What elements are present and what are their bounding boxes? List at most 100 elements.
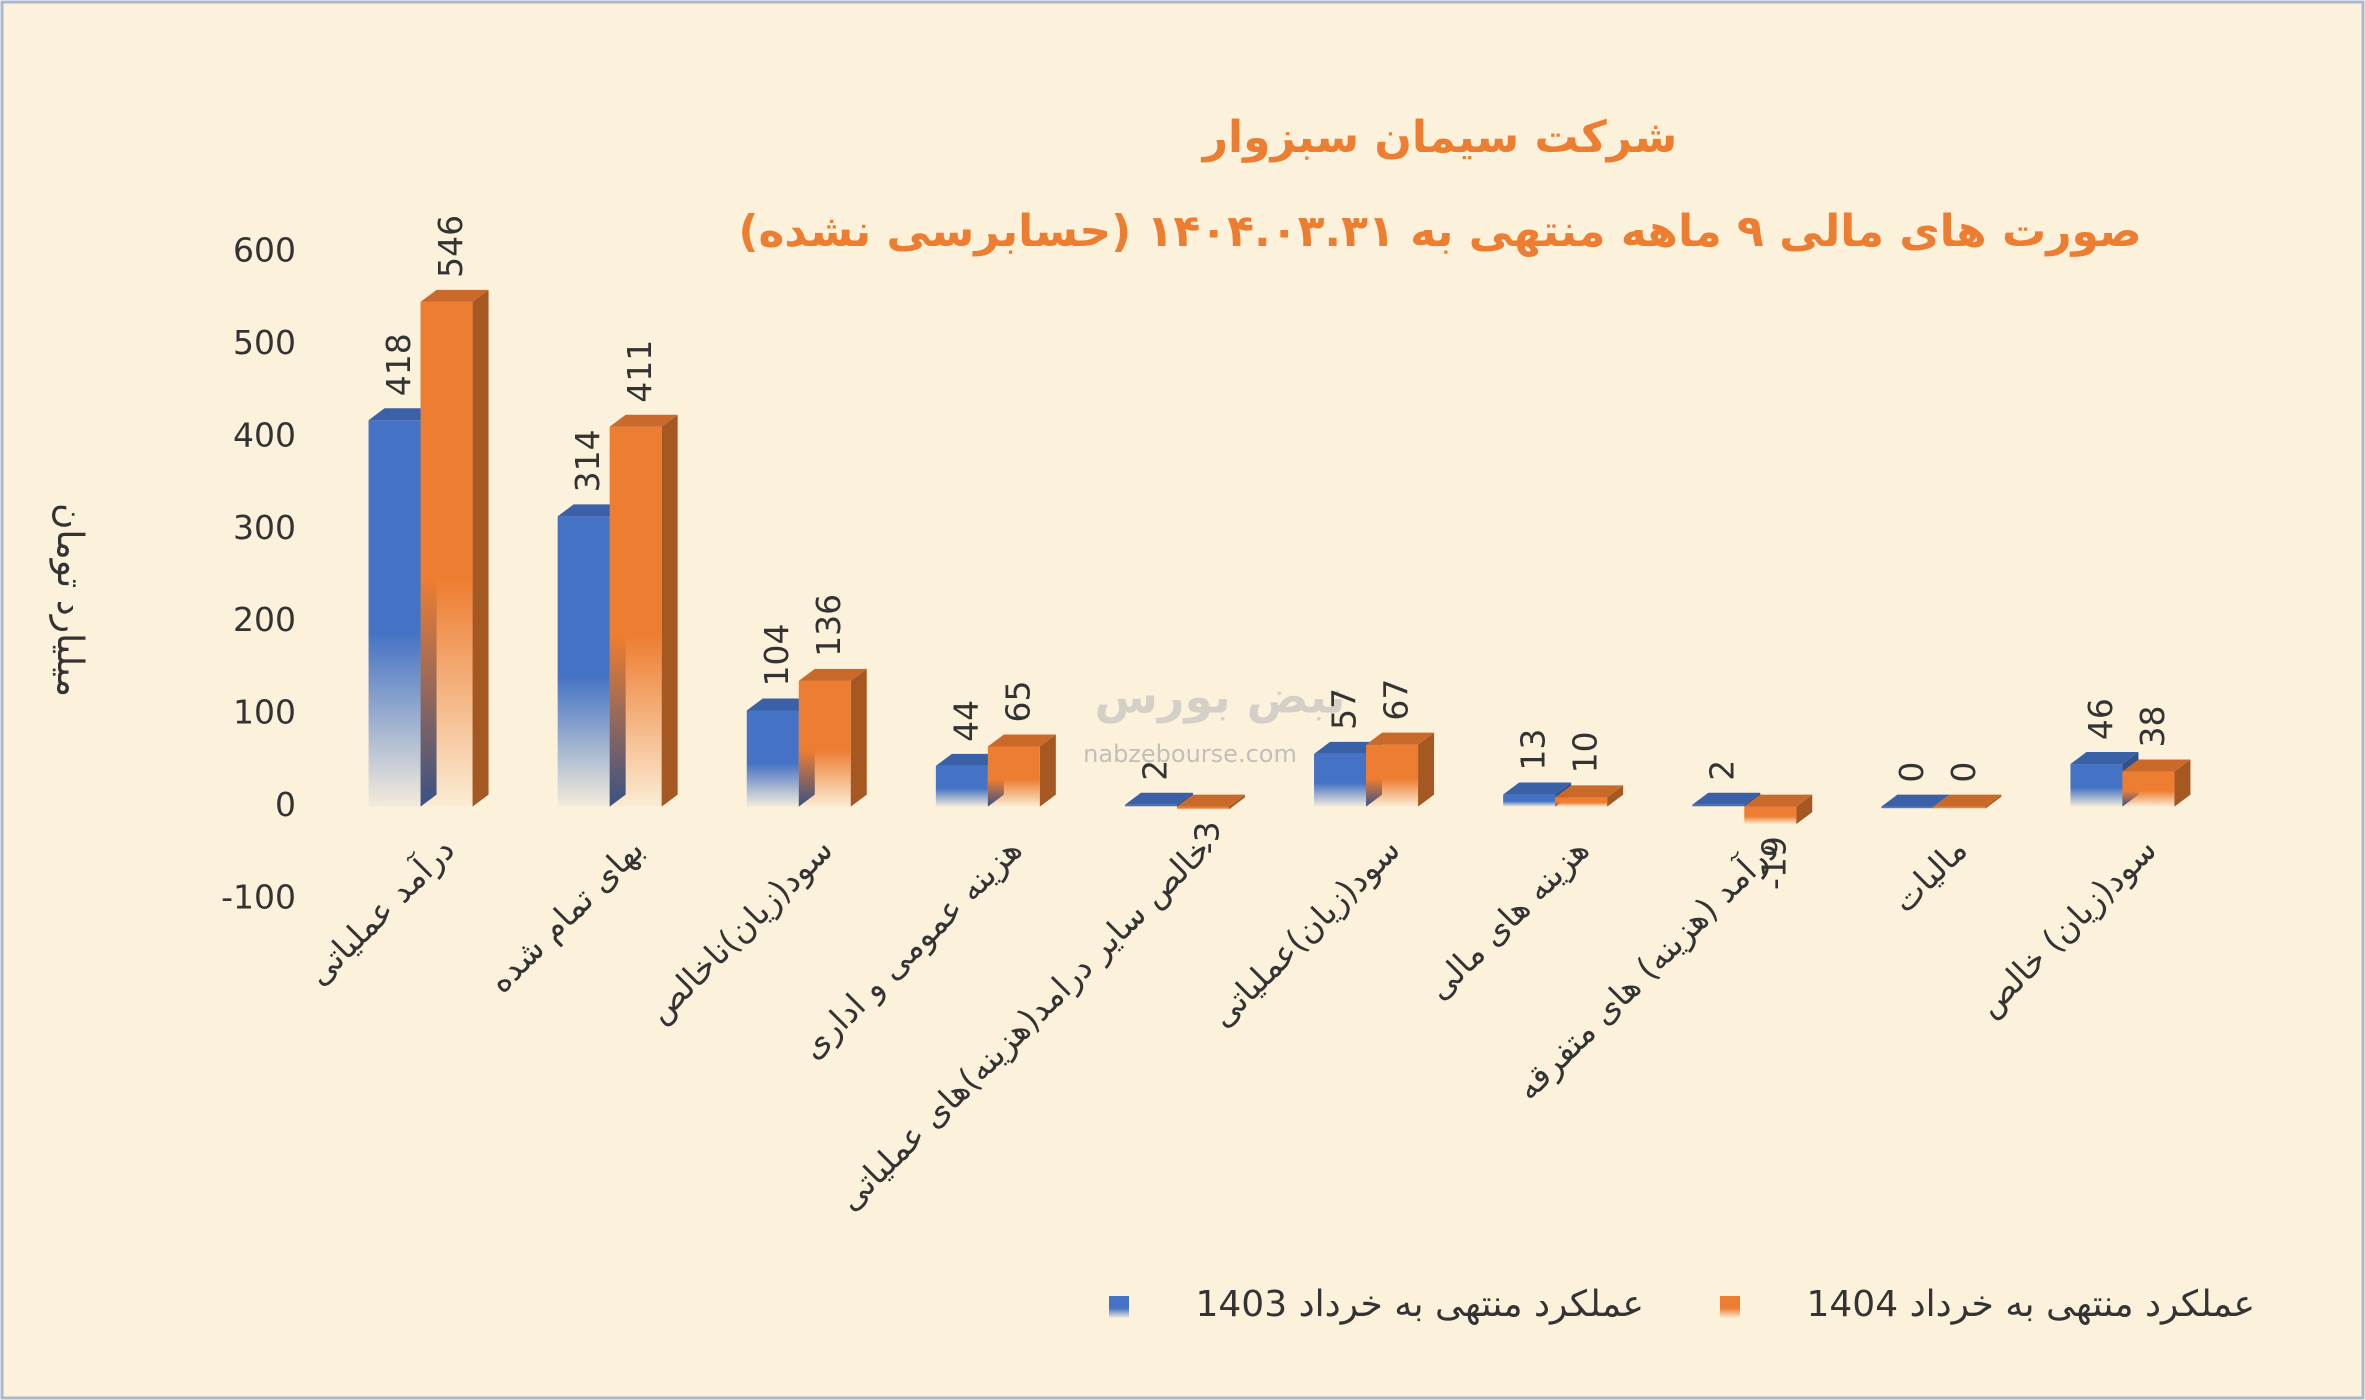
bar-front <box>420 301 473 807</box>
data-label: 10 <box>1566 731 1605 773</box>
bar-side <box>850 668 867 807</box>
y-tick-label: -100 <box>221 878 296 917</box>
y-tick-label: 600 <box>233 231 296 270</box>
bar-side <box>1039 734 1056 807</box>
data-label: 2 <box>1135 760 1174 781</box>
data-label: -3 <box>1187 821 1226 854</box>
bar <box>1366 732 1435 807</box>
data-label: 44 <box>946 700 985 742</box>
bar-top <box>368 408 437 421</box>
bar-top <box>557 504 626 517</box>
y-tick-label: 100 <box>233 693 296 732</box>
data-label: 0 <box>1892 762 1931 783</box>
bar-top <box>1744 794 1813 807</box>
chart-subtitle: صورت های مالی ۹ ماهه منتهی به ۱۴۰۴.۰۳.۳۱… <box>738 206 2141 257</box>
bar <box>1176 794 1245 810</box>
bar <box>1744 794 1813 825</box>
bar-front <box>1314 753 1367 807</box>
bar-front <box>987 746 1040 807</box>
data-label: 314 <box>568 429 607 492</box>
bar-top <box>746 698 815 711</box>
bar-top <box>987 734 1056 747</box>
bar <box>1933 794 2002 809</box>
bar-top <box>1692 792 1761 805</box>
bar-front <box>1366 744 1419 807</box>
y-tick-label: 0 <box>275 785 296 824</box>
bar-front <box>1176 806 1229 810</box>
bar-top <box>1314 741 1383 754</box>
bar-side <box>1228 794 1245 810</box>
data-label: 0 <box>1944 762 1983 783</box>
bar-top <box>1933 794 2002 807</box>
legend-marker <box>1720 1296 1740 1318</box>
bar-front <box>1881 806 1934 809</box>
bar-front <box>2122 771 2175 807</box>
bar-top <box>1881 794 1950 807</box>
bar-front <box>2070 764 2123 807</box>
bar-side <box>1418 732 1435 807</box>
watermark-url: nabzebourse.com <box>1083 740 1297 768</box>
y-axis-label: میلیارد تومان <box>49 503 90 697</box>
bar-front <box>935 765 988 807</box>
data-label: 418 <box>379 333 418 396</box>
y-tick-label: 400 <box>233 415 296 454</box>
legend-label: عملکرد منتهی به خرداد 1403 <box>1196 1284 1645 1325</box>
bar-side <box>2174 759 2191 807</box>
data-label: 38 <box>2133 705 2172 747</box>
bar-side <box>1796 794 1813 825</box>
bar <box>1124 792 1193 807</box>
data-label: 546 <box>431 215 470 278</box>
bar <box>420 289 489 807</box>
y-tick-label: 300 <box>233 508 296 547</box>
data-label: 104 <box>757 623 796 686</box>
bar-top <box>1176 794 1245 807</box>
watermark: نبض بورس <box>1095 670 1346 724</box>
bar-top <box>798 668 867 681</box>
data-label: 57 <box>1325 688 1364 730</box>
bar-front <box>1124 804 1177 807</box>
bar-front <box>1744 806 1797 825</box>
bar <box>987 734 1056 807</box>
bar <box>1555 785 1624 807</box>
bar-front <box>1503 794 1556 807</box>
bar-side <box>661 414 678 807</box>
legend-marker <box>1109 1296 1129 1318</box>
y-tick-label: 500 <box>233 323 296 362</box>
bar-top <box>935 753 1004 766</box>
bar-front <box>609 426 662 807</box>
chart-title: شرکت سیمان سبزوار <box>1201 112 1678 163</box>
data-label: 65 <box>998 680 1037 722</box>
bar-side <box>1176 792 1193 807</box>
bar-side <box>472 289 489 807</box>
bar-top <box>1555 785 1624 798</box>
bar <box>609 414 678 807</box>
bar-side <box>1607 785 1624 807</box>
data-label: 46 <box>2081 698 2120 740</box>
bar-front <box>746 710 799 807</box>
bar-top <box>1503 782 1572 795</box>
bar-side <box>1985 794 2002 809</box>
bar-front <box>1692 804 1745 807</box>
bar-top <box>609 414 678 427</box>
y-tick-label: 200 <box>233 600 296 639</box>
bar-front <box>368 420 421 807</box>
bar-top <box>1366 732 1435 745</box>
data-label: 2 <box>1703 760 1742 781</box>
bar <box>2122 759 2191 807</box>
data-label: 67 <box>1377 679 1416 721</box>
bar-top <box>2070 752 2139 765</box>
data-label: -19 <box>1755 836 1794 890</box>
legend-label: عملکرد منتهی به خرداد 1404 <box>1807 1284 2256 1325</box>
bar-front <box>1933 806 1986 809</box>
bar-top <box>420 289 489 302</box>
bar <box>798 668 867 807</box>
bar-front <box>798 680 851 807</box>
bar-front <box>1555 797 1608 807</box>
data-label: 411 <box>620 340 659 403</box>
bar-side <box>1744 792 1761 807</box>
data-label: 13 <box>1514 729 1553 771</box>
bar <box>1692 792 1761 807</box>
bar-top <box>1124 792 1193 805</box>
bar-top <box>2122 759 2191 772</box>
